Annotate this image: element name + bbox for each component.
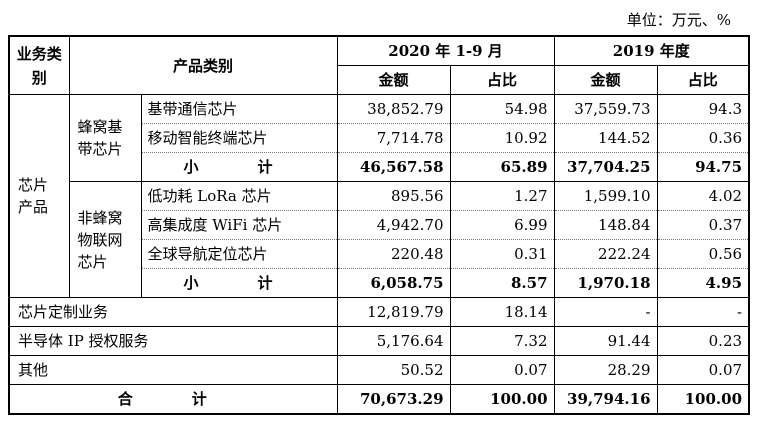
business-name: 半导体 IP 授权服务	[7, 326, 338, 356]
cell-pct-2020: 54.98	[449, 94, 555, 124]
business-name: 芯片定制业务	[7, 297, 338, 327]
cell-pct-2020: 65.89	[449, 152, 555, 182]
cell-pct-2019: 100.00	[656, 384, 751, 415]
total-row: 合 计 70,673.29 100.00 39,794.16 100.00	[7, 384, 751, 415]
cell-pct-2020: 100.00	[449, 384, 555, 415]
cell-pct-2019: 4.95	[656, 268, 751, 298]
cell-pct-2019: 94.75	[656, 152, 751, 182]
table-row: 芯片产品 蜂窝基带芯片 基带通信芯片 38,852.79 54.98 37,55…	[8, 94, 751, 298]
header-row-2: 金额 占比 金额 占比	[9, 65, 751, 95]
product-name: 高集成度 WiFi 芯片	[140, 210, 338, 240]
header-ratio-2019: 占比	[656, 65, 751, 95]
cell-pct-2019: -	[656, 297, 751, 327]
cell-amt-2019: 39,794.16	[553, 384, 658, 415]
table-row: 其他 50.52 0.07 28.29 0.07	[7, 355, 751, 385]
cell-amt-2020: 7,714.78	[336, 123, 451, 153]
header-period-2019: 2019 年度	[553, 35, 751, 66]
cell-amt-2019: 37,559.73	[553, 94, 658, 124]
revenue-table: 业务类别 产品类别 2020 年 1-9 月 2019 年度 金额 占比 金额 …	[7, 35, 751, 415]
product-name: 低功耗 LoRa 芯片	[140, 181, 338, 211]
cell-pct-2019: 0.07	[656, 355, 751, 385]
cell-amt-2019: 148.84	[553, 210, 658, 240]
cell-amt-2020: 46,567.58	[336, 152, 451, 182]
cell-amt-2020: 6,058.75	[336, 268, 451, 298]
subtotal-label: 小 计	[140, 152, 338, 182]
cell-amt-2020: 70,673.29	[336, 384, 451, 415]
cell-pct-2020: 6.99	[449, 210, 555, 240]
product-name: 移动智能终端芯片	[140, 123, 338, 153]
cell-amt-2019: 28.29	[553, 355, 658, 385]
table-row: 高集成度 WiFi 芯片 4,942.70 6.99 148.84 0.37	[9, 210, 751, 240]
header-product-category: 产品类别	[68, 35, 338, 95]
header-amount-2020: 金额	[336, 65, 451, 95]
subgroup-iot: 非蜂窝物联网芯片	[68, 181, 141, 298]
cell-pct-2020: 1.27	[449, 181, 555, 211]
cell-pct-2020: 0.31	[449, 239, 555, 269]
cell-amt-2019: 91.44	[553, 326, 658, 356]
table-row: 半导体 IP 授权服务 5,176.64 7.32 91.44 0.23	[7, 326, 751, 356]
table-row: 芯片定制业务 12,819.79 18.14 - -	[7, 297, 751, 327]
cell-pct-2019: 4.02	[656, 181, 751, 211]
cell-amt-2020: 220.48	[336, 239, 451, 269]
cell-amt-2019: 37,704.25	[553, 152, 658, 182]
business-name: 其他	[7, 355, 338, 385]
cell-amt-2020: 4,942.70	[336, 210, 451, 240]
cell-pct-2019: 0.56	[656, 239, 751, 269]
subtotal-row: 小 计 46,567.58 65.89 37,704.25 94.75	[9, 152, 751, 182]
header-row-1: 业务类别 产品类别 2020 年 1-9 月 2019 年度	[8, 35, 751, 95]
header-ratio-2020: 占比	[449, 65, 555, 95]
table-row: 全球导航定位芯片 220.48 0.31 222.24 0.56	[9, 239, 751, 269]
subgroup-cellular: 蜂窝基带芯片	[68, 94, 141, 182]
cell-amt-2019: 144.52	[553, 123, 658, 153]
cell-amt-2019: 1,970.18	[553, 268, 658, 298]
header-amount-2019: 金额	[553, 65, 658, 95]
cell-pct-2019: 0.37	[656, 210, 751, 240]
total-label: 合 计	[7, 384, 338, 415]
cell-pct-2019: 0.23	[656, 326, 751, 356]
header-business-category: 业务类别	[8, 35, 69, 95]
cell-amt-2019: 1,599.10	[553, 181, 658, 211]
cell-pct-2020: 0.07	[449, 355, 555, 385]
cell-pct-2020: 7.32	[449, 326, 555, 356]
header-period-2020: 2020 年 1-9 月	[336, 35, 555, 66]
table-row: 移动智能终端芯片 7,714.78 10.92 144.52 0.36	[9, 123, 751, 153]
subtotal-row: 小 计 6,058.75 8.57 1,970.18 4.95	[9, 268, 751, 298]
cell-pct-2019: 94.3	[656, 94, 751, 124]
cell-amt-2020: 38,852.79	[336, 94, 451, 124]
cell-amt-2020: 5,176.64	[336, 326, 451, 356]
cell-pct-2020: 18.14	[449, 297, 555, 327]
product-name: 基带通信芯片	[140, 94, 338, 124]
cell-amt-2019: -	[553, 297, 658, 327]
cell-pct-2020: 10.92	[449, 123, 555, 153]
unit-note: 单位：万元、%	[626, 11, 731, 29]
cell-amt-2019: 222.24	[553, 239, 658, 269]
cell-amt-2020: 50.52	[336, 355, 451, 385]
cell-amt-2020: 12,819.79	[336, 297, 451, 327]
product-name: 全球导航定位芯片	[140, 239, 338, 269]
subtotal-label: 小 计	[140, 268, 338, 298]
cell-pct-2019: 0.36	[656, 123, 751, 153]
group-chip-products: 芯片产品	[8, 94, 69, 298]
cell-amt-2020: 895.56	[336, 181, 451, 211]
cell-pct-2020: 8.57	[449, 268, 555, 298]
table-row: 非蜂窝物联网芯片 低功耗 LoRa 芯片 895.56 1.27 1,599.1…	[9, 181, 751, 298]
